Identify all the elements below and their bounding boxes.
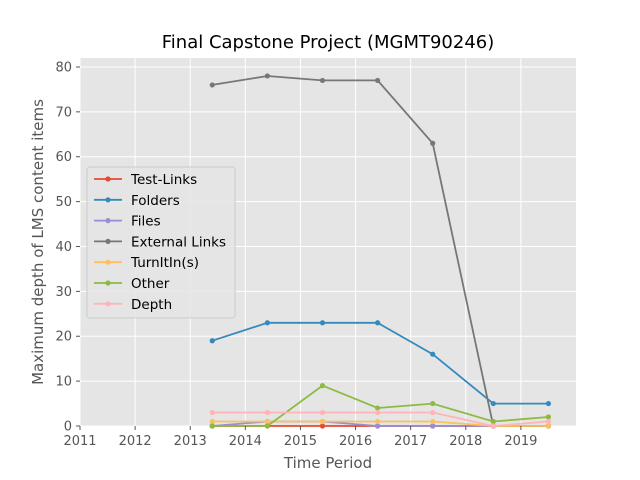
legend-label: Folders (131, 193, 180, 209)
data-point (430, 418, 436, 425)
x-tick-label: 2018 (449, 434, 482, 449)
data-point (209, 82, 215, 88)
y-tick-label: 80 (55, 60, 72, 75)
y-tick-label: 70 (55, 105, 72, 120)
legend-item: External Links (94, 234, 226, 250)
y-tick-label: 20 (55, 330, 72, 345)
legend-label: External Links (131, 234, 226, 250)
data-point (264, 423, 270, 429)
data-point (264, 320, 270, 326)
chart-title: Final Capstone Project (MGMT90246) (162, 32, 495, 53)
data-point (319, 383, 326, 389)
series-depth (209, 409, 552, 429)
data-point (375, 409, 381, 416)
legend-swatch-marker (105, 218, 111, 224)
data-point (430, 351, 436, 357)
legend-item: Files (94, 214, 161, 230)
data-point (545, 400, 552, 407)
x-tick-label: 2017 (394, 434, 427, 449)
x-tick-label: 2015 (284, 434, 317, 449)
y-axis-label: Maximum depth of LMS content items (29, 99, 47, 385)
data-point (209, 338, 215, 344)
legend-box (86, 166, 236, 319)
y-tick-label: 0 (64, 420, 72, 435)
legend-item: Other (94, 276, 170, 292)
data-point (375, 77, 381, 84)
data-point (209, 423, 215, 429)
x-axis-label: Time Period (283, 454, 372, 472)
data-point (490, 423, 496, 429)
data-point (545, 418, 552, 425)
data-point (490, 418, 496, 425)
x-tick-label: 2013 (174, 434, 207, 449)
series-folders (209, 320, 552, 407)
data-point (264, 409, 270, 416)
data-point (430, 423, 436, 429)
legend-label: Files (131, 214, 161, 230)
y-tick-label: 30 (55, 285, 72, 300)
data-point (319, 320, 326, 326)
legend-label: Depth (131, 297, 172, 313)
legend-swatch-marker (105, 259, 111, 265)
data-point (545, 414, 552, 420)
legend-label: TurnItIn(s) (130, 255, 199, 271)
x-tick-label: 2016 (339, 434, 372, 449)
y-axis-ticks: 0 10 20 30 40 50 60 70 80 (55, 60, 80, 435)
legend-swatch-marker (105, 280, 111, 286)
legend: Test-Links Folders Files External Links Turn… (86, 166, 236, 319)
legend-swatch-marker (105, 301, 111, 307)
data-point (264, 73, 270, 79)
data-point (545, 423, 552, 429)
data-point (319, 418, 326, 425)
legend-item: Folders (94, 193, 180, 209)
data-point (375, 418, 381, 425)
x-axis-ticks: 2011 2012 2013 2014 2015 2016 2017 2018 2019 (63, 426, 537, 449)
y-tick-label: 50 (55, 195, 72, 210)
data-point (209, 418, 215, 425)
legend-swatch-marker (105, 238, 111, 244)
legend-label: Test-Links (130, 172, 197, 188)
data-point (430, 140, 436, 146)
x-tick-label: 2014 (229, 434, 262, 449)
data-point (430, 409, 436, 416)
data-point (319, 77, 326, 84)
x-tick-label: 2011 (63, 434, 96, 449)
data-point (490, 400, 496, 407)
legend-item: TurnItIn(s) (94, 255, 199, 271)
data-point (319, 409, 326, 416)
data-point (375, 423, 381, 429)
data-point (375, 320, 381, 326)
x-tick-label: 2012 (119, 434, 152, 449)
data-point (430, 400, 436, 407)
data-point (209, 409, 215, 416)
data-point (375, 405, 381, 411)
legend-item: Test-Links (94, 172, 197, 188)
series-other (209, 383, 552, 429)
data-point (319, 423, 326, 429)
y-tick-label: 60 (55, 150, 72, 165)
legend-swatch-marker (105, 176, 111, 182)
legend-label: Other (131, 276, 170, 292)
legend-item: Depth (94, 297, 172, 313)
y-tick-label: 40 (55, 240, 72, 255)
series-layer (209, 73, 552, 429)
data-point (264, 418, 270, 425)
y-tick-label: 10 (55, 375, 72, 390)
legend-swatch-marker (105, 197, 111, 203)
x-tick-label: 2019 (504, 434, 537, 449)
